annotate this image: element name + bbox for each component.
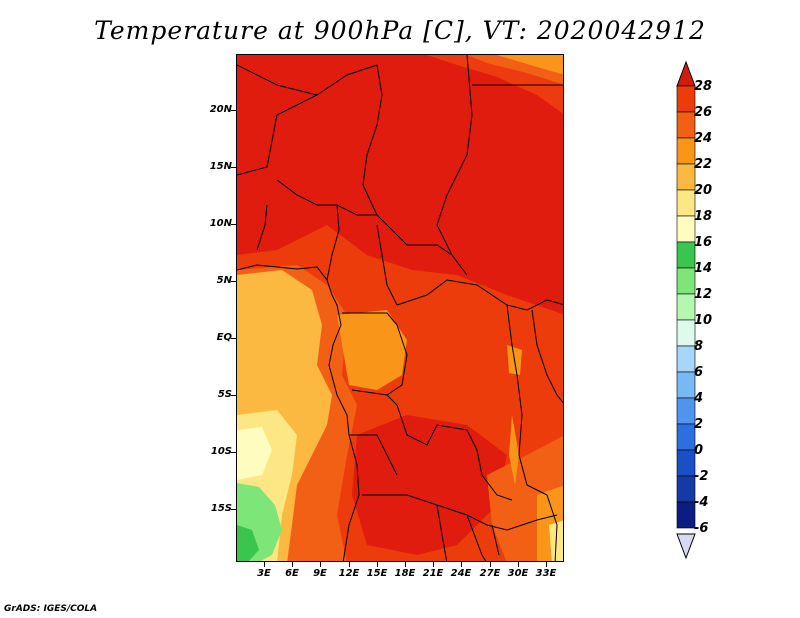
x-tick-label: 24E: [450, 568, 472, 579]
x-tick-label: 9E: [313, 568, 327, 579]
colorbar-box: [676, 111, 696, 139]
colorbar: [676, 60, 696, 560]
map-svg: [237, 55, 563, 561]
y-tick-label: EQ: [216, 332, 232, 343]
x-tick-label: 30E: [507, 568, 529, 579]
colorbar-box: [676, 475, 696, 503]
grads-credit: GrADS: IGES/COLA: [4, 604, 98, 614]
colorbar-label: 14: [694, 261, 713, 276]
x-tick-label: 18E: [394, 568, 416, 579]
field-28-south: [352, 415, 507, 555]
field-16: [237, 427, 272, 480]
y-tick-label: 15N: [209, 161, 232, 172]
colorbar-box: [676, 449, 696, 477]
colorbar-label: 6: [694, 365, 704, 380]
colorbar-label: 22: [694, 157, 713, 172]
x-tick-label: 15E: [366, 568, 388, 579]
x-tick-label: 3E: [257, 568, 271, 579]
y-tick-label: 10S: [210, 446, 232, 457]
colorbar-box: [676, 215, 696, 243]
colorbar-label: 8: [694, 339, 704, 354]
y-tick-label: 5N: [216, 275, 232, 286]
x-tick: [349, 562, 350, 567]
x-tick-label: 33E: [535, 568, 557, 579]
colorbar-label: 4: [694, 391, 704, 406]
colorbar-label: 26: [694, 105, 713, 120]
y-tick: [231, 224, 236, 225]
y-tick-label: 10N: [209, 218, 232, 229]
x-tick: [292, 562, 293, 567]
colorbar-label: 2: [694, 417, 704, 432]
x-tick: [377, 562, 378, 567]
y-tick-label: 20N: [209, 104, 232, 115]
y-tick: [231, 281, 236, 282]
x-tick-label: 27E: [479, 568, 501, 579]
y-tick-label: 5S: [217, 389, 232, 400]
colorbar-box: [676, 345, 696, 373]
colorbar-box: [676, 423, 696, 451]
field-14: [237, 525, 259, 561]
colorbar-label: -6: [694, 521, 709, 536]
x-tick-label: 21E: [422, 568, 444, 579]
colorbar-label: -2: [694, 469, 709, 484]
colorbar-box: [676, 371, 696, 399]
colorbar-label: 24: [694, 131, 713, 146]
colorbar-bottom-triangle: [676, 533, 696, 560]
colorbar-box: [676, 397, 696, 425]
colorbar-label: 10: [694, 313, 713, 328]
colorbar-box: [676, 319, 696, 347]
y-tick: [231, 452, 236, 453]
colorbar-box: [676, 85, 696, 113]
y-tick: [231, 110, 236, 111]
colorbar-box: [676, 241, 696, 269]
x-tick: [546, 562, 547, 567]
temperature-map: [236, 54, 564, 562]
colorbar-box: [676, 501, 696, 529]
colorbar-box: [676, 137, 696, 165]
x-tick: [461, 562, 462, 567]
x-tick: [405, 562, 406, 567]
y-tick: [231, 338, 236, 339]
colorbar-label: -4: [694, 495, 709, 510]
field-22-congo: [337, 310, 407, 390]
colorbar-label: 20: [694, 183, 713, 198]
x-tick: [433, 562, 434, 567]
colorbar-box: [676, 267, 696, 295]
colorbar-box: [676, 189, 696, 217]
y-tick: [231, 509, 236, 510]
x-tick: [490, 562, 491, 567]
colorbar-label: 28: [694, 79, 713, 94]
colorbar-label: 18: [694, 209, 713, 224]
y-tick: [231, 395, 236, 396]
field-22-ne: [497, 55, 563, 75]
colorbar-box: [676, 163, 696, 191]
y-tick: [231, 167, 236, 168]
x-tick: [518, 562, 519, 567]
colorbar-label: 16: [694, 235, 713, 250]
chart-title: Temperature at 900hPa [C], VT: 202004291…: [94, 16, 706, 45]
colorbar-label: 0: [694, 443, 704, 458]
x-tick-label: 12E: [338, 568, 360, 579]
x-tick: [264, 562, 265, 567]
colorbar-boxes: [676, 85, 696, 529]
lake-tanganyika: [509, 415, 519, 485]
colorbar-box: [676, 293, 696, 321]
x-tick-label: 6E: [285, 568, 299, 579]
x-tick: [320, 562, 321, 567]
colorbar-label: 12: [694, 287, 713, 302]
political-borders: [237, 55, 563, 561]
y-tick-label: 15S: [210, 503, 232, 514]
colorbar-top-triangle: [676, 60, 696, 87]
